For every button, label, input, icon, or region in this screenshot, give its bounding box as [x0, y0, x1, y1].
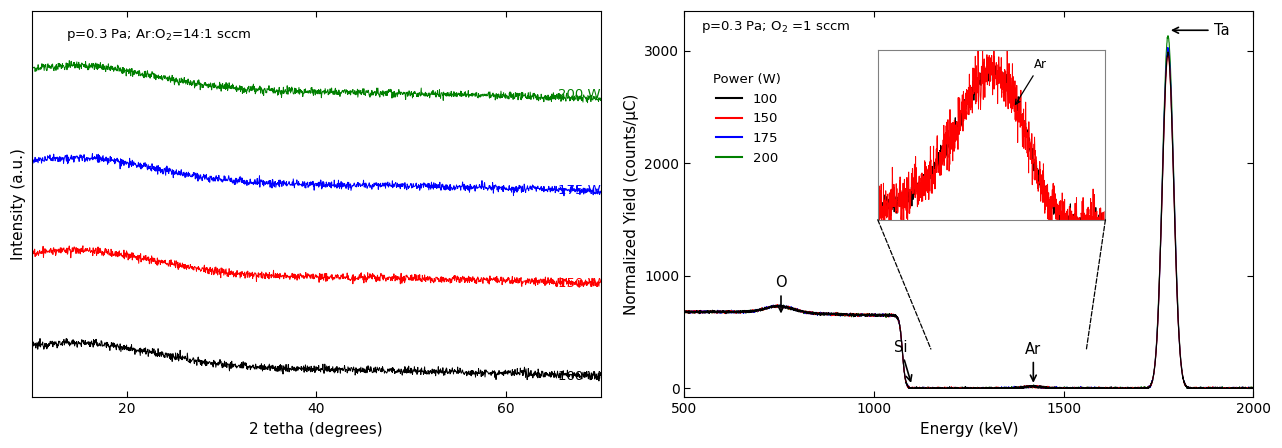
- X-axis label: 2 tetha (degrees): 2 tetha (degrees): [250, 422, 383, 437]
- Text: p=0.3 Pa; O$_2$ =1 sccm: p=0.3 Pa; O$_2$ =1 sccm: [701, 19, 851, 35]
- Text: Ta: Ta: [1173, 23, 1229, 38]
- Text: 150 W: 150 W: [558, 277, 601, 290]
- Text: 100 W: 100 W: [558, 370, 601, 383]
- Text: O: O: [776, 276, 787, 312]
- Y-axis label: Intensity (a.u.): Intensity (a.u.): [12, 148, 26, 260]
- Legend: 100, 150, 175, 200: 100, 150, 175, 200: [708, 68, 786, 170]
- Text: Ar: Ar: [1026, 342, 1041, 381]
- Text: 175 W: 175 W: [558, 184, 601, 197]
- Text: 200 W: 200 W: [558, 88, 601, 101]
- Text: p=0.3 Pa; Ar:O$_2$=14:1 sccm: p=0.3 Pa; Ar:O$_2$=14:1 sccm: [65, 26, 251, 43]
- Y-axis label: Normalized Yield (counts/μC): Normalized Yield (counts/μC): [624, 94, 638, 315]
- X-axis label: Energy (keV): Energy (keV): [919, 422, 1018, 437]
- Text: Si: Si: [894, 340, 912, 381]
